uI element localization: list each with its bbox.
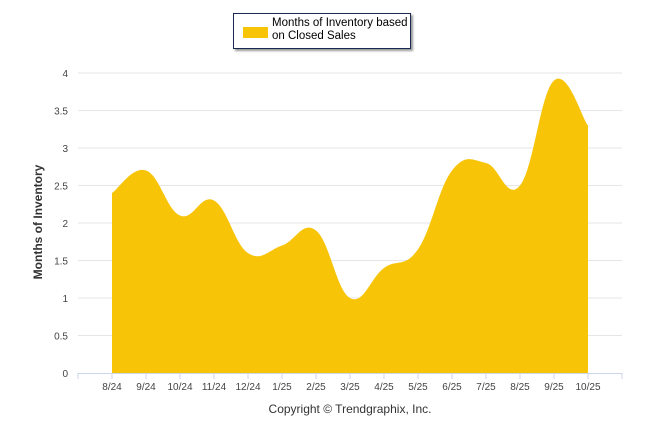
x-tick-label: 12/24 — [235, 382, 260, 393]
x-tick-label: 10/24 — [167, 382, 192, 393]
x-tick-label: 6/25 — [442, 382, 462, 393]
y-tick-label: 0.5 — [54, 332, 68, 343]
legend-line-1: Months of Inventory based — [272, 17, 408, 29]
legend-swatch — [243, 27, 268, 38]
y-axis-label: Months of Inventory — [31, 164, 45, 280]
x-tick-label: 10/25 — [575, 382, 600, 393]
x-tick-label: 7/25 — [476, 382, 496, 393]
area-series — [112, 78, 588, 373]
x-tick-label: 11/24 — [202, 382, 227, 393]
x-tick-label: 9/24 — [136, 382, 156, 393]
x-tick-label: 3/25 — [340, 382, 360, 393]
y-tick-label: 1 — [62, 294, 68, 305]
y-tick-label: 0 — [62, 369, 68, 380]
x-tick-label: 4/25 — [374, 382, 394, 393]
y-tick-label: 1.5 — [54, 257, 68, 268]
legend-line-2: on Closed Sales — [272, 30, 356, 42]
legend: Months of Inventory based on Closed Sale… — [233, 13, 411, 49]
y-tick-label: 2 — [62, 219, 68, 230]
credit: Copyright © Trendgraphix, Inc. — [268, 402, 432, 416]
x-tick-label: 1/25 — [272, 382, 292, 393]
x-tick-label: 5/25 — [408, 382, 428, 393]
x-tick-label: 8/24 — [102, 382, 122, 393]
y-tick-label: 4 — [62, 69, 68, 80]
y-tick-label: 3 — [62, 144, 68, 155]
x-tick-label: 2/25 — [306, 382, 326, 393]
x-tick-label: 9/25 — [544, 382, 564, 393]
y-tick-label: 3.5 — [54, 107, 68, 118]
y-tick-label: 2.5 — [54, 182, 68, 193]
x-tick-label: 8/25 — [510, 382, 530, 393]
legend-label: Months of Inventory based on Closed Sale… — [272, 17, 408, 43]
